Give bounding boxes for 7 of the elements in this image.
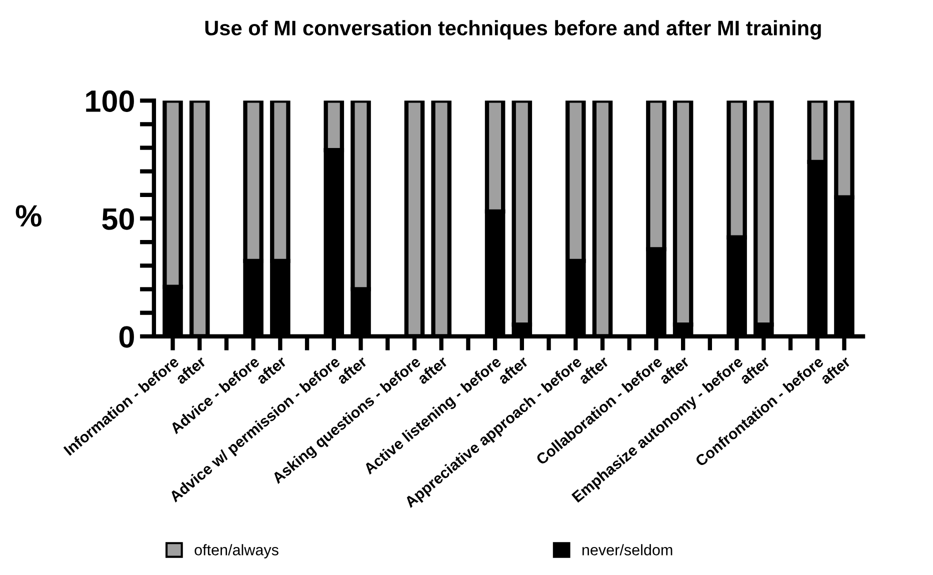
chart-title: Use of MI conversation techniques before and after MI training [205, 20, 821, 40]
y-tick-label: 100 [86, 90, 134, 112]
y-axis-title: % [16, 205, 42, 227]
y-tick-label: 0 [119, 326, 134, 348]
legend-label: never/seldom [582, 544, 672, 556]
legend-label: often/always [194, 544, 278, 558]
y-tick-label: 50 [102, 208, 134, 230]
